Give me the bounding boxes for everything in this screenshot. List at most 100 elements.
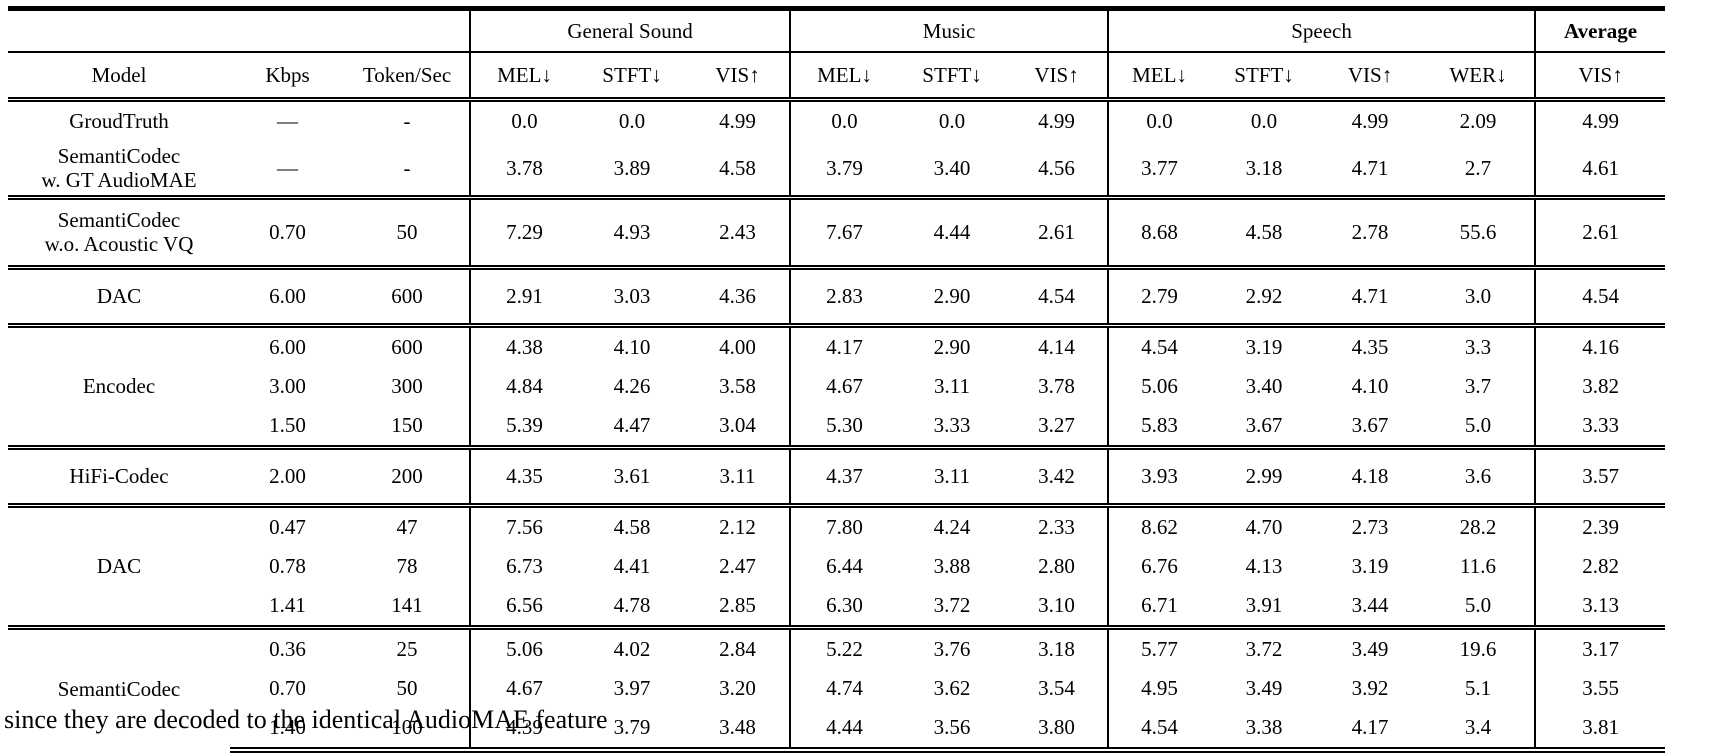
metric-cell: 6.73 bbox=[469, 546, 579, 586]
metric-cell: 5.22 bbox=[789, 624, 899, 669]
metric-cell: 2.73 bbox=[1318, 502, 1423, 547]
metric-cell: 4.16 bbox=[1534, 322, 1666, 367]
metric-cell: 5.77 bbox=[1107, 624, 1211, 669]
column-header-metric: VIS↑ bbox=[1534, 52, 1666, 102]
metric-cell: 4.67 bbox=[469, 668, 579, 708]
metric-cell: 4.84 bbox=[469, 366, 579, 406]
token-sec-cell: 600 bbox=[345, 322, 471, 367]
metric-cell: 2.09 bbox=[1459, 109, 1497, 134]
metric-cell: 2.33 bbox=[1006, 502, 1109, 547]
kbps-cell: — bbox=[277, 155, 298, 180]
metric-cell: 11.6 bbox=[1460, 553, 1497, 578]
metric-cell: 4.99 bbox=[1534, 99, 1666, 141]
metric-cell: 4.37 bbox=[789, 444, 899, 506]
metric-cell: 3.72 bbox=[1210, 624, 1319, 669]
column-header-metric: STFT↓ bbox=[1210, 52, 1319, 102]
metric-cell: 3.76 bbox=[898, 624, 1007, 669]
metric-cell: 2.92 bbox=[1210, 264, 1319, 326]
kbps-cell: 0.36 bbox=[230, 624, 345, 669]
metric-cell: 8.68 bbox=[1107, 195, 1211, 268]
metric-cell: 4.58 bbox=[578, 502, 687, 547]
metric-cell: 3.3 bbox=[1422, 322, 1536, 367]
metric-cell: 3.4 bbox=[1422, 707, 1536, 753]
metric-cell: 4.67 bbox=[789, 366, 899, 406]
metric-cell: 3.7 bbox=[1464, 373, 1492, 398]
metric-cell: 3.61 bbox=[578, 444, 687, 506]
metric-cell: 0.0 bbox=[469, 99, 579, 141]
metric-cell: 6.56 bbox=[469, 585, 579, 628]
token-sec-cell: 78 bbox=[396, 553, 418, 578]
metric-cell: 3.91 bbox=[1245, 592, 1283, 617]
metric-cell: 3.42 bbox=[1006, 444, 1109, 506]
metric-cell: 3.49 bbox=[1318, 624, 1423, 669]
metric-cell: 3.72 bbox=[933, 592, 971, 617]
token-sec-cell: 300 bbox=[391, 373, 423, 398]
metric-cell: 4.99 bbox=[1351, 109, 1389, 134]
metric-cell: 2.82 bbox=[1534, 546, 1666, 586]
kbps-cell: 1.41 bbox=[269, 592, 306, 617]
metric-cell: 4.35 bbox=[469, 444, 579, 506]
metric-cell: 4.26 bbox=[613, 373, 651, 398]
metric-cell: 4.54 bbox=[1107, 707, 1211, 753]
metric-cell: 0.0 bbox=[618, 109, 646, 134]
metric-cell: 3.19 bbox=[1351, 553, 1389, 578]
metric-cell: 4.18 bbox=[1318, 444, 1423, 506]
token-sec-cell: 50 bbox=[396, 675, 418, 700]
metric-cell: 3.82 bbox=[1534, 366, 1666, 406]
metric-cell: 2.90 bbox=[898, 264, 1007, 326]
group-header-music: Music bbox=[789, 6, 1109, 53]
metric-cell: 0.0 bbox=[1250, 109, 1278, 134]
column-header-metric: WER↓ bbox=[1422, 52, 1536, 102]
metric-cell: 2.78 bbox=[1318, 195, 1423, 268]
metric-cell: 7.67 bbox=[789, 195, 899, 268]
group-header-speech: Speech bbox=[1107, 6, 1536, 53]
group-header-average: Average bbox=[1534, 6, 1666, 53]
metric-cell: 3.40 bbox=[1245, 373, 1283, 398]
metric-cell: 3.6 bbox=[1422, 444, 1536, 506]
kbps-cell: 3.00 bbox=[269, 373, 306, 398]
metric-cell: 2.47 bbox=[719, 553, 756, 578]
metric-cell: 3.88 bbox=[933, 553, 971, 578]
metric-cell: 4.00 bbox=[686, 322, 791, 367]
metric-cell: 3.56 bbox=[898, 707, 1007, 753]
model-cell: SemantiCodec w.o. Acoustic VQ bbox=[8, 195, 230, 268]
metric-cell: 3.0 bbox=[1422, 264, 1536, 326]
metric-cell: 4.99 bbox=[719, 109, 756, 134]
metric-cell: 5.0 bbox=[1464, 412, 1492, 437]
metric-cell: 6.44 bbox=[789, 546, 899, 586]
metric-cell: 3.58 bbox=[719, 373, 756, 398]
metric-cell: 3.81 bbox=[1534, 707, 1666, 753]
metric-cell: 4.54 bbox=[1534, 264, 1666, 326]
kbps-cell: 0.78 bbox=[269, 553, 306, 578]
metric-cell: 3.13 bbox=[1534, 585, 1666, 628]
metric-cell: 0.0 bbox=[1107, 99, 1211, 141]
metric-cell: 3.97 bbox=[613, 675, 651, 700]
column-header-metric: VIS↑ bbox=[1318, 52, 1423, 102]
metric-cell: 3.18 bbox=[1245, 155, 1283, 180]
token-sec-cell: - bbox=[403, 109, 411, 134]
metric-cell: 2.43 bbox=[686, 195, 791, 268]
metric-cell: 3.78 bbox=[1038, 373, 1075, 398]
metric-cell: 4.13 bbox=[1245, 553, 1283, 578]
metric-cell: 3.38 bbox=[1210, 707, 1319, 753]
token-sec-cell: 600 bbox=[345, 264, 471, 326]
model-cell: GroudTruth bbox=[69, 109, 169, 134]
metric-cell: 4.93 bbox=[578, 195, 687, 268]
metric-cell: 3.93 bbox=[1107, 444, 1211, 506]
group-header-general-sound: General Sound bbox=[469, 6, 791, 53]
kbps-cell: — bbox=[277, 109, 298, 134]
metric-cell: 3.33 bbox=[933, 412, 971, 437]
metric-cell: 4.24 bbox=[898, 502, 1007, 547]
kbps-cell: 1.50 bbox=[269, 412, 306, 437]
column-header-metric: VIS↑ bbox=[686, 52, 791, 102]
token-sec-cell: - bbox=[403, 155, 411, 180]
metric-cell: 4.02 bbox=[578, 624, 687, 669]
metric-cell: 4.61 bbox=[1534, 141, 1666, 198]
token-sec-cell: 200 bbox=[345, 444, 471, 506]
metric-cell: 4.71 bbox=[1351, 155, 1389, 180]
caption-fragment: since they are decoded to the identical … bbox=[4, 705, 608, 734]
model-cell: DAC bbox=[8, 264, 230, 326]
table-body: GroudTruth — - 0.0 0.0 4.99 0.0 0.0 4.99 0.0 0.0 4.… bbox=[8, 99, 1666, 753]
metric-cell: 4.95 bbox=[1107, 668, 1211, 708]
metric-cell: 2.79 bbox=[1107, 264, 1211, 326]
